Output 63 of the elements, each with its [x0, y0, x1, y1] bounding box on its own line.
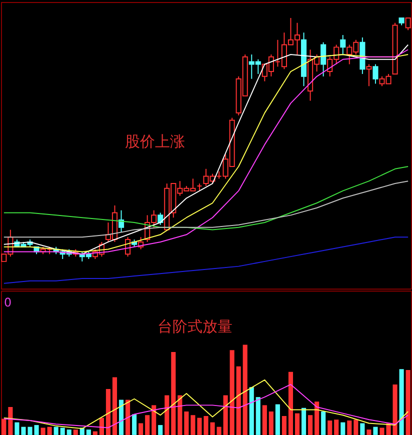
bar [145, 415, 150, 435]
bar [8, 406, 13, 435]
bar [314, 402, 320, 435]
bar [158, 425, 163, 435]
bar [152, 405, 156, 435]
candlestick [340, 34, 346, 55]
bar [236, 366, 241, 435]
bar [354, 420, 358, 435]
bar [321, 412, 326, 435]
bar [275, 404, 280, 435]
annotation: 股价上涨 [125, 132, 186, 150]
bar [92, 431, 98, 435]
candlestick [320, 42, 326, 77]
bar [308, 415, 313, 435]
candlestick [366, 64, 372, 87]
bar [40, 428, 46, 435]
bar [125, 400, 130, 435]
bar [347, 420, 352, 435]
bar [86, 430, 91, 435]
bar [268, 412, 274, 435]
bar [334, 420, 339, 435]
bar [328, 420, 332, 435]
bar [366, 430, 372, 435]
bar [230, 350, 234, 435]
bar [340, 422, 346, 435]
bar [171, 352, 176, 435]
text: 台阶式放量 [158, 317, 233, 336]
bar [66, 430, 72, 435]
bar [99, 418, 104, 435]
bar [190, 415, 196, 435]
bar [392, 384, 398, 435]
bar [294, 413, 300, 435]
bar [256, 397, 260, 435]
bar [242, 344, 248, 435]
bar [406, 370, 410, 435]
bar [282, 416, 287, 435]
bar [47, 426, 52, 435]
bar [360, 423, 365, 435]
bar [249, 387, 254, 435]
bar [399, 369, 404, 435]
bar [118, 400, 124, 435]
bar [164, 395, 170, 435]
candlestick [158, 212, 164, 226]
bar [106, 388, 111, 435]
bar [14, 422, 20, 435]
bar [288, 372, 294, 435]
bar [262, 405, 267, 435]
bar [112, 377, 118, 435]
bar [54, 426, 58, 435]
bar [223, 395, 228, 435]
bar [184, 412, 189, 435]
bar [60, 428, 65, 435]
candlestick [118, 210, 124, 233]
bar [216, 426, 222, 435]
text: 0 [4, 296, 12, 310]
candlestick [372, 64, 378, 84]
bar [2, 418, 6, 435]
bar [73, 430, 78, 435]
bar [132, 414, 137, 435]
bar [373, 426, 378, 435]
bar [301, 408, 306, 435]
bar [178, 395, 182, 435]
bar [138, 423, 144, 435]
